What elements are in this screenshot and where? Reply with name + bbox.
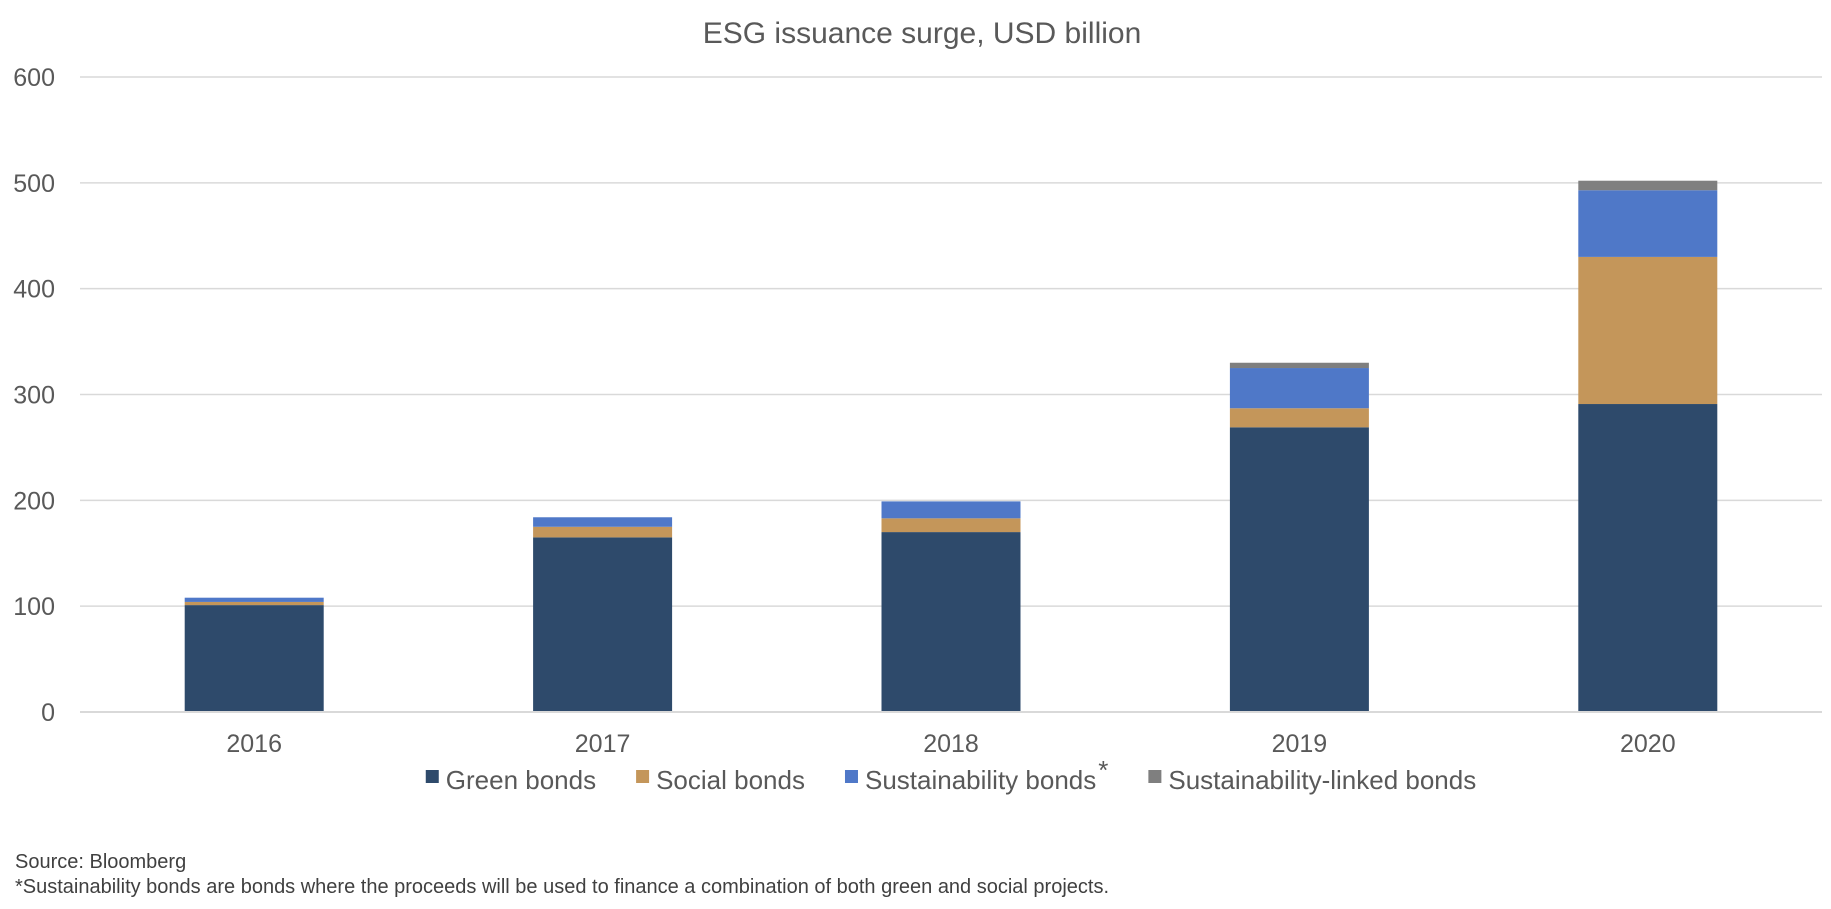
bar-segment <box>533 537 673 712</box>
legend-label: Sustainability bonds <box>865 765 1096 795</box>
y-tick-label: 500 <box>13 170 55 198</box>
bar-segment <box>881 518 1021 533</box>
legend-label: Social bonds <box>656 765 805 795</box>
y-tick-label: 600 <box>13 64 55 92</box>
legend: Green bonds Social bonds Sustainability bo… <box>425 755 1476 795</box>
bar-segment <box>533 526 673 538</box>
bar-segment <box>533 517 673 527</box>
grid-lines <box>80 76 1822 607</box>
chart: ESG issuance surge, USD billion 0 100 200 3… <box>13 17 1822 795</box>
bar-segment <box>881 532 1021 712</box>
bar-segment <box>1229 368 1369 409</box>
bar-segment <box>1578 256 1718 405</box>
legend-swatch <box>844 770 858 783</box>
bar-segment <box>1229 427 1369 712</box>
bar-segment <box>1229 408 1369 428</box>
bars <box>184 180 1718 712</box>
legend-footnote-marker: * <box>1098 755 1108 785</box>
y-tick-label: 0 <box>41 699 55 727</box>
x-tick-label: 2019 <box>1272 730 1328 758</box>
legend-item: Social bonds <box>636 765 805 795</box>
legend-label: Green bonds <box>446 765 596 795</box>
legend-item: Sustainability-linked bonds <box>1148 765 1476 795</box>
y-tick-label: 400 <box>13 276 55 304</box>
y-axis-ticks: 0 100 200 300 400 500 600 <box>13 64 55 727</box>
chart-title: ESG issuance surge, USD billion <box>703 17 1142 50</box>
legend-item: Green bonds <box>425 765 596 795</box>
bar-segment <box>184 597 324 602</box>
bar-segment <box>184 601 324 606</box>
x-tick-label: 2018 <box>923 730 979 758</box>
y-tick-label: 300 <box>13 382 55 410</box>
legend-item: Sustainability bonds * <box>844 755 1108 795</box>
bar-segment <box>1229 362 1369 369</box>
x-tick-label: 2017 <box>575 730 631 758</box>
x-tick-label: 2016 <box>226 730 282 758</box>
footnote: *Sustainability bonds are bonds where th… <box>15 876 1110 898</box>
bar-segment <box>184 605 324 712</box>
y-tick-label: 100 <box>13 593 55 621</box>
source-note: Source: Bloomberg <box>15 851 187 873</box>
x-tick-label: 2020 <box>1620 730 1676 758</box>
legend-label: Sustainability-linked bonds <box>1168 765 1476 795</box>
bar-segment <box>881 501 1021 519</box>
legend-swatch <box>425 770 439 783</box>
bar-segment <box>1578 404 1718 712</box>
y-tick-label: 200 <box>13 487 55 515</box>
x-axis-ticks: 2016 2017 2018 2019 2020 <box>226 730 1675 758</box>
bar-segment <box>1578 190 1718 257</box>
bar-segment <box>1578 180 1718 191</box>
legend-swatch <box>636 770 650 783</box>
legend-swatch <box>1148 770 1162 783</box>
